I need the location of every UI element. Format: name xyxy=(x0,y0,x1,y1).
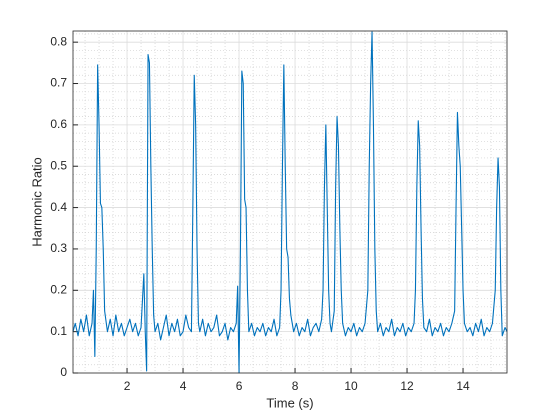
y-tick-label: 0.6 xyxy=(50,117,67,131)
y-tick-label: 0.8 xyxy=(50,34,67,48)
axes-box xyxy=(72,30,508,374)
data-line xyxy=(72,31,508,374)
x-tick-label: 2 xyxy=(124,379,131,393)
x-tick-label: 12 xyxy=(400,379,414,393)
y-tick-label: 0 xyxy=(60,365,67,379)
y-tick-label: 0.3 xyxy=(50,241,67,255)
y-axis-label: Harmonic Ratio xyxy=(29,157,44,247)
y-tick-label: 0.7 xyxy=(50,76,67,90)
x-tick-label: 14 xyxy=(456,379,470,393)
x-tick-label: 6 xyxy=(236,379,243,393)
x-axis-label: Time (s) xyxy=(266,395,313,410)
x-tick-label: 8 xyxy=(292,379,299,393)
x-tick-label: 10 xyxy=(344,379,358,393)
y-tick-label: 0.5 xyxy=(50,158,67,172)
x-tick-label: 4 xyxy=(180,379,187,393)
y-tick-label: 0.1 xyxy=(50,324,67,338)
y-tick-label: 0.4 xyxy=(50,200,67,214)
y-tick-label: 0.2 xyxy=(50,282,67,296)
